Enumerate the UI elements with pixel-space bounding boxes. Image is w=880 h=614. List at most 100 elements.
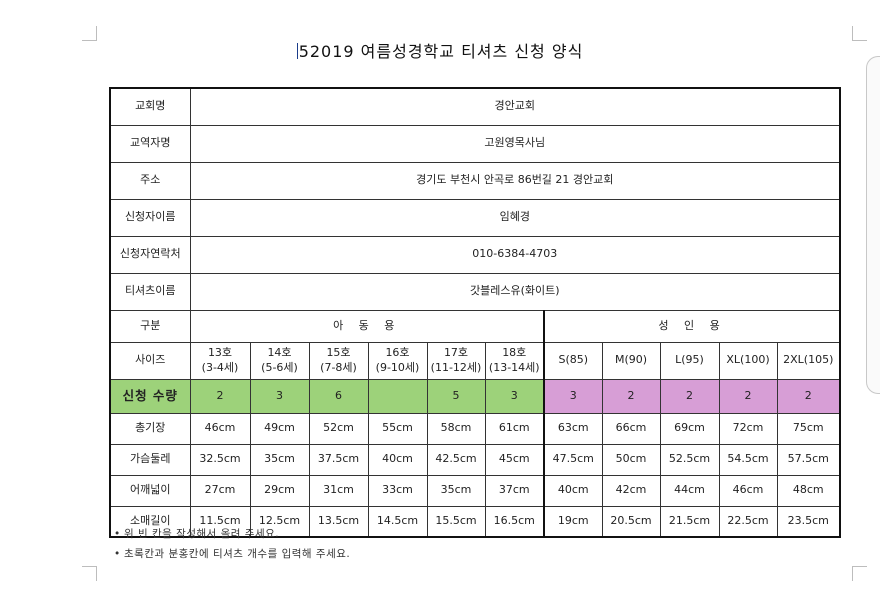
info-row: 티셔츠이름 갓블레스유(화이트) (109, 272, 841, 311)
measurement-cell: 27cm (189, 474, 251, 507)
note-item: • 위 빈 칸을 작성해서 올려 주세요. (114, 526, 350, 541)
size-age: (7-8세) (320, 360, 357, 374)
info-label: 주소 (109, 161, 191, 200)
crop-mark-bottom-right (852, 566, 867, 581)
quantity-input-cell[interactable]: 6 (308, 378, 369, 414)
measurement-cell: 23.5cm (776, 505, 841, 538)
measurement-cell: 69cm (659, 412, 720, 445)
measurement-cell: 48cm (776, 474, 841, 507)
text-cursor (296, 43, 298, 59)
measurement-cell: 44cm (659, 474, 720, 507)
size-cell: S(85) (543, 341, 603, 380)
measurement-cell: 32.5cm (189, 443, 251, 476)
measurement-cell: 54.5cm (718, 443, 778, 476)
measurement-cell: 21.5cm (659, 505, 720, 538)
size-age: (9-10세) (375, 360, 420, 374)
measurement-cell: 13.5cm (308, 505, 369, 538)
measurement-cell: 42cm (601, 474, 661, 507)
category-row: 구분 아 동 용 성 인 용 (109, 309, 841, 343)
measurement-cell: 40cm (367, 443, 428, 476)
measurement-label: 소매길이 (109, 505, 191, 538)
measurement-cell: 52cm (308, 412, 369, 445)
measurement-cell: 66cm (601, 412, 661, 445)
size-name: 18호 (502, 345, 527, 359)
info-value-field[interactable]: 임혜경 (189, 198, 841, 237)
size-name: 14호 (267, 345, 292, 359)
quantity-input-cell[interactable]: 3 (484, 378, 545, 414)
measurement-row: 어깨넓이 27cm 29cm 31cm 33cm 35cm 37cm 40cm 42cm 44cm… (109, 474, 841, 507)
crop-mark-top-left (82, 26, 97, 41)
size-cell: 2XL(105) (776, 341, 841, 380)
order-form-table: 교회명 경안교회 교역자명 고원영목사님 주소 경기도 부천시 안곡로 86번길 21 경… (109, 87, 842, 538)
measurement-cell: 35cm (249, 443, 310, 476)
bullet-icon: • (114, 548, 121, 560)
measurement-cell: 40cm (543, 474, 603, 507)
quantity-input-cell[interactable]: 2 (189, 378, 251, 414)
info-row: 교회명 경안교회 (109, 87, 841, 126)
child-category-header: 아 동 용 (189, 309, 545, 343)
info-label: 신청자연락처 (109, 235, 191, 274)
size-cell: XL(100) (718, 341, 778, 380)
measurement-cell: 45cm (484, 443, 545, 476)
category-label: 구분 (109, 309, 191, 343)
document-title-text: 52019 여름성경학교 티셔츠 신청 양식 (298, 42, 584, 61)
size-cell: L(95) (659, 341, 720, 380)
info-value-field[interactable]: 010-6384-4703 (189, 235, 841, 274)
note-text: 초록칸과 분홍칸에 티셔츠 개수를 입력해 주세요. (124, 548, 351, 560)
measurement-cell: 49cm (249, 412, 310, 445)
adult-category-header: 성 인 용 (543, 309, 841, 343)
info-row: 주소 경기도 부천시 안곡로 86번길 21 경안교회 (109, 161, 841, 200)
measurement-cell: 47.5cm (543, 443, 603, 476)
quantity-input-cell[interactable] (367, 378, 428, 414)
quantity-label: 신청 수량 (109, 378, 191, 414)
size-row: 사이즈 13호 (3-4세) 14호 (5-6세) 15호 (7-8세) 16호 (9-10세… (109, 341, 841, 380)
measurement-cell: 72cm (718, 412, 778, 445)
measurement-cell: 33cm (367, 474, 428, 507)
info-label: 신청자이름 (109, 198, 191, 237)
measurement-cell: 57.5cm (776, 443, 841, 476)
size-cell: M(90) (601, 341, 661, 380)
quantity-input-cell[interactable]: 2 (601, 378, 661, 414)
note-text: 위 빈 칸을 작성해서 올려 주세요. (124, 528, 280, 540)
size-cell: 16호 (9-10세) (367, 341, 428, 380)
size-age: (13-14세) (488, 360, 540, 374)
size-age: (3-4세) (201, 360, 239, 374)
measurement-cell: 75cm (776, 412, 841, 445)
quantity-input-cell[interactable]: 2 (718, 378, 778, 414)
measurement-cell: 19cm (543, 505, 603, 538)
measurement-cell: 63cm (543, 412, 603, 445)
measurement-cell: 46cm (189, 412, 251, 445)
info-value-field[interactable]: 갓블레스유(화이트) (189, 272, 841, 311)
size-name: 13호 (207, 345, 233, 359)
info-label: 교회명 (109, 87, 191, 126)
quantity-input-cell[interactable]: 3 (543, 378, 603, 414)
info-row: 신청자이름 임혜경 (109, 198, 841, 237)
measurement-cell: 55cm (367, 412, 428, 445)
size-age: (5-6세) (261, 360, 298, 374)
info-row: 신청자연락처 010-6384-4703 (109, 235, 841, 274)
info-value-field[interactable]: 경안교회 (189, 87, 841, 126)
size-name: 15호 (326, 345, 351, 359)
quantity-input-cell[interactable]: 5 (426, 378, 486, 414)
info-value-field[interactable]: 고원영목사님 (189, 124, 841, 163)
measurement-label: 가슴둘레 (109, 443, 191, 476)
bullet-icon: • (114, 528, 121, 540)
measurement-cell: 14.5cm (367, 505, 428, 538)
quantity-input-cell[interactable]: 2 (659, 378, 720, 414)
measurement-cell: 52.5cm (659, 443, 720, 476)
crop-mark-top-right (852, 26, 867, 41)
info-value-field[interactable]: 경기도 부천시 안곡로 86번길 21 경안교회 (189, 161, 841, 200)
measurement-cell: 11.5cm (189, 505, 251, 538)
measurement-section: 총기장 46cm 49cm 52cm 55cm 58cm 61cm 63cm 66cm 69cm 7… (109, 412, 841, 538)
quantity-input-cell[interactable]: 3 (249, 378, 310, 414)
measurement-cell: 50cm (601, 443, 661, 476)
measurement-row: 소매길이 11.5cm 12.5cm 13.5cm 14.5cm 15.5cm 16.5cm… (109, 505, 841, 538)
size-name: 17호 (443, 345, 469, 359)
measurement-cell: 37.5cm (308, 443, 369, 476)
info-label: 교역자명 (109, 124, 191, 163)
quantity-input-cell[interactable]: 2 (776, 378, 841, 414)
side-scroll-panel[interactable] (866, 56, 880, 394)
document-title[interactable]: 52019 여름성경학교 티셔츠 신청 양식 (0, 38, 880, 62)
measurement-cell: 35cm (426, 474, 486, 507)
